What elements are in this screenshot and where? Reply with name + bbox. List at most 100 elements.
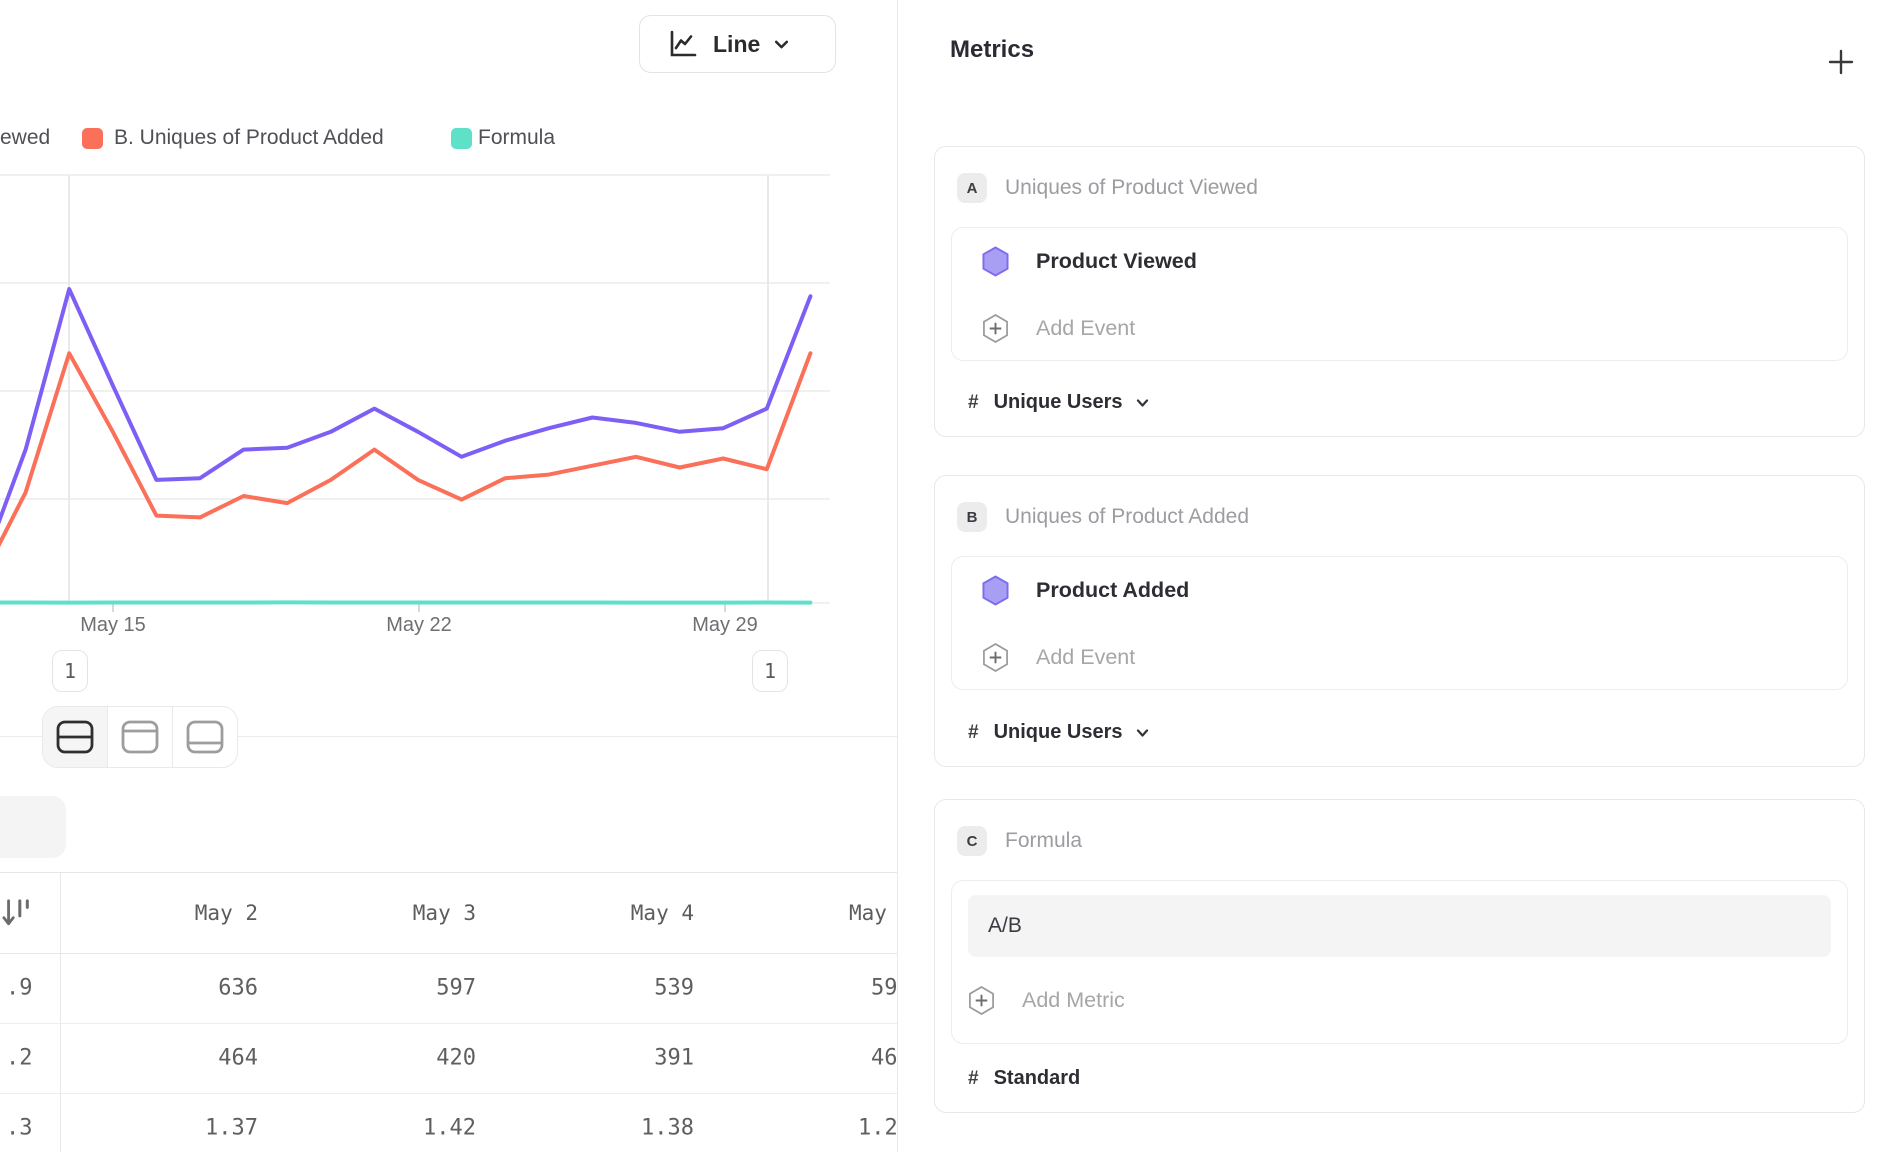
- chart-panel: Line ewed B. Uniques of Product Added Fo…: [0, 0, 897, 1152]
- metric-badge: A: [957, 173, 987, 203]
- add-metric-label: Add Metric: [1022, 988, 1125, 1012]
- table-cell: 597: [436, 975, 476, 1001]
- legend-swatch-b[interactable]: [82, 128, 103, 149]
- x-axis-label: May 22: [386, 614, 452, 636]
- chevron-down-icon: [1135, 726, 1150, 740]
- hash-icon: #: [968, 1067, 979, 1089]
- annotation-marker-lines: [68, 175, 769, 603]
- column-header: May 2: [194, 901, 258, 925]
- table-cell: 464: [218, 1045, 258, 1071]
- hexagon-plus-icon: [982, 313, 1009, 344]
- event-list: Product Added Add Event: [951, 556, 1848, 690]
- series-line: [0, 287, 813, 525]
- table-row: .9 636 597 539 59: [0, 953, 897, 1024]
- chart-type-dropdown[interactable]: Line: [639, 15, 836, 73]
- table-cell-partial: 46: [871, 1045, 897, 1071]
- metric-card-title: Uniques of Product Viewed: [1005, 176, 1258, 199]
- annotation-badge[interactable]: 1: [752, 650, 788, 692]
- measure-type-row[interactable]: # Standard: [968, 1067, 1080, 1090]
- legend-item-b[interactable]: B. Uniques of Product Added: [114, 126, 384, 149]
- table-header-row: May 2 May 3 May 4 May: [0, 873, 897, 954]
- x-axis-label: May 15: [80, 614, 146, 636]
- add-event-row[interactable]: Add Event: [982, 295, 1837, 362]
- series-line: [0, 351, 813, 548]
- chart-legend: ewed B. Uniques of Product Added Formula: [0, 124, 897, 154]
- column-header: May 4: [630, 901, 694, 925]
- frozen-cell-partial: .3: [6, 1115, 33, 1141]
- add-event-label: Add Event: [1036, 316, 1136, 340]
- table-corner-chip[interactable]: [0, 796, 66, 858]
- event-row[interactable]: Product Viewed: [982, 228, 1837, 295]
- layout-bottom-bar-icon: [185, 719, 225, 755]
- section-divider: [0, 736, 897, 737]
- add-metric-row[interactable]: Add Metric: [968, 967, 1837, 1034]
- layout-split-button[interactable]: [43, 707, 108, 767]
- measure-label: Unique Users: [993, 391, 1123, 413]
- legend-swatch-formula[interactable]: [451, 128, 472, 149]
- table-cell-partial: 59: [871, 975, 897, 1001]
- legend-item-formula[interactable]: Formula: [478, 126, 556, 149]
- formula-input[interactable]: A/B: [968, 895, 1831, 957]
- frozen-cell-partial: .2: [6, 1045, 33, 1071]
- event-row[interactable]: Product Added: [982, 557, 1837, 624]
- metric-card-title: Formula: [1005, 829, 1083, 852]
- table-cell: 1.37: [205, 1115, 258, 1141]
- hash-icon: #: [968, 721, 979, 743]
- table-row: .2 464 420 391 46: [0, 1023, 897, 1094]
- chart-gridlines: [0, 174, 830, 604]
- event-name: Product Viewed: [1036, 249, 1197, 273]
- table-cell: 420: [436, 1045, 476, 1071]
- measure-label: Unique Users: [993, 721, 1123, 743]
- frozen-cell-partial: .9: [6, 975, 33, 1001]
- plus-icon: [1826, 47, 1856, 77]
- chevron-down-icon: [1135, 396, 1150, 410]
- table-cell: 539: [654, 975, 694, 1001]
- table-cell: 1.38: [641, 1115, 694, 1141]
- layout-chart-only-button[interactable]: [108, 707, 173, 767]
- metric-card-title: Uniques of Product Added: [1005, 505, 1250, 528]
- hexagon-plus-icon: [968, 985, 995, 1016]
- layout-table-only-button[interactable]: [173, 707, 237, 767]
- measure-label: Standard: [993, 1067, 1081, 1089]
- chevron-down-icon: [773, 36, 790, 53]
- results-table: May 2 May 3 May 4 May .9 636 597 539 59 …: [0, 872, 897, 1152]
- event-name: Product Added: [1036, 578, 1190, 602]
- table-cell-partial: 1.2: [858, 1115, 897, 1141]
- column-header-partial: May: [849, 901, 887, 925]
- table-cell: 636: [218, 975, 258, 1001]
- layout-top-bar-icon: [120, 719, 160, 755]
- metric-card-c: C Formula A/B Add Metric # Standard: [934, 799, 1865, 1113]
- metric-badge: C: [957, 826, 987, 856]
- add-event-label: Add Event: [1036, 645, 1136, 669]
- annotation-badge[interactable]: 1: [52, 650, 88, 692]
- metric-badge: B: [957, 502, 987, 532]
- chart-series: [0, 287, 813, 605]
- table-row: .3 1.37 1.42 1.38 1.2: [0, 1093, 897, 1152]
- hash-icon: #: [968, 391, 979, 413]
- frozen-column-divider: [60, 873, 61, 1152]
- line-chart-icon: [666, 27, 700, 61]
- panel-title: Metrics: [950, 36, 1035, 63]
- column-header: May 3: [412, 901, 476, 925]
- hexagon-plus-icon: [982, 642, 1009, 673]
- event-list: Product Viewed Add Event: [951, 227, 1848, 361]
- measure-dropdown[interactable]: # Unique Users: [968, 391, 1150, 414]
- add-event-row[interactable]: Add Event: [982, 624, 1837, 691]
- legend-item-a-partial[interactable]: ewed: [0, 126, 51, 149]
- hexagon-event-icon: [982, 246, 1009, 277]
- metric-card-b: B Uniques of Product Added Product Added: [934, 475, 1865, 767]
- hexagon-event-icon: [982, 575, 1009, 606]
- add-metric-plus-button[interactable]: [1825, 46, 1857, 78]
- layout-split-icon: [55, 719, 95, 755]
- sort-descending-icon[interactable]: [2, 896, 32, 930]
- line-chart: [0, 174, 830, 612]
- x-axis-label: May 29: [692, 614, 758, 636]
- panel-layout-toggle: [42, 706, 238, 768]
- measure-dropdown[interactable]: # Unique Users: [968, 721, 1150, 744]
- table-cell: 391: [654, 1045, 694, 1071]
- formula-editor: A/B Add Metric: [951, 880, 1848, 1044]
- metric-card-a: A Uniques of Product Viewed Product View…: [934, 146, 1865, 437]
- metrics-panel: Metrics A Uniques of Product Viewed Prod…: [897, 0, 1898, 1152]
- chart-type-label: Line: [713, 30, 761, 57]
- table-cell: 1.42: [423, 1115, 476, 1141]
